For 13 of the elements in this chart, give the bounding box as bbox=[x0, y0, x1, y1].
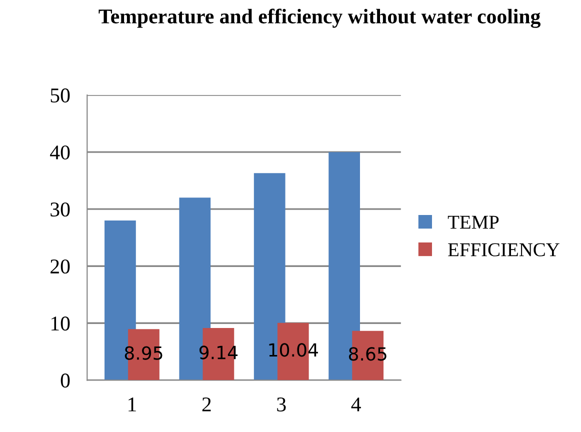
y-tick-label: 40 bbox=[50, 145, 70, 160]
y-tick-label: 0 bbox=[60, 374, 70, 388]
x-tick-label: 4 bbox=[351, 398, 361, 412]
x-tick-label: 2 bbox=[202, 397, 211, 412]
x-tick-label: 3 bbox=[277, 397, 286, 412]
x-tick-label: 1 bbox=[128, 398, 136, 412]
legend-label: EFFICIENCY bbox=[448, 243, 560, 256]
chart-title: Temperature and efficiency without water cooling bbox=[98, 8, 540, 28]
legend-label: TEMP bbox=[448, 216, 499, 229]
y-tick-label: 20 bbox=[50, 259, 70, 274]
y-tick-label: 50 bbox=[50, 88, 70, 102]
y-tick-label: 10 bbox=[51, 316, 70, 331]
y-tick-label: 30 bbox=[50, 202, 70, 217]
